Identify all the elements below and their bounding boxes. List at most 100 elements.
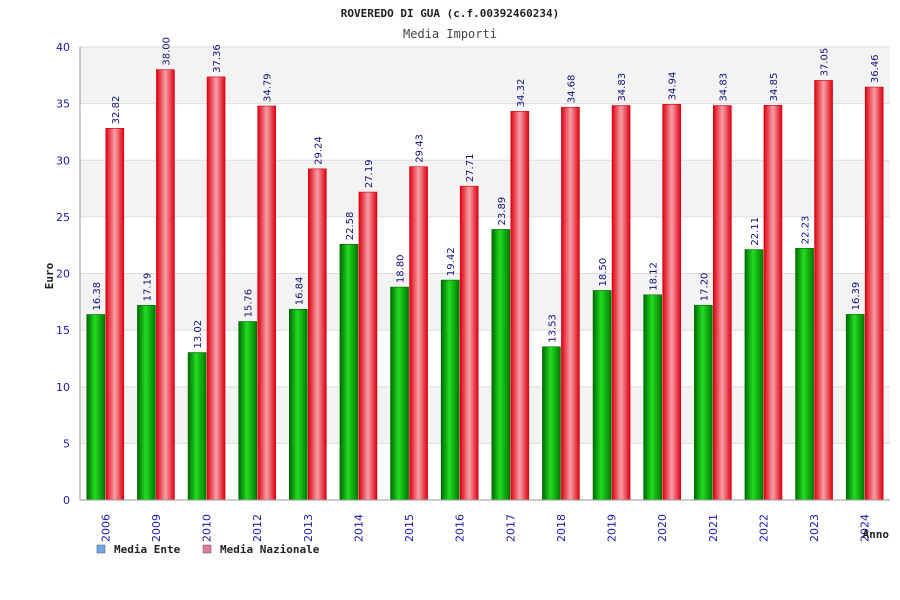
x-tick-label: 2018 (555, 514, 568, 542)
bar-media-nazionale (713, 105, 732, 501)
bar-media-ente (187, 352, 207, 501)
bar-value-label: 34.32 (516, 79, 527, 108)
bar-value-label: 18.80 (396, 254, 407, 283)
bar-media-nazionale (814, 80, 833, 501)
bar-media-ente (643, 294, 662, 501)
bar-value-label: 27.19 (364, 159, 375, 188)
x-tick-label: 2009 (150, 514, 163, 542)
bar-value-label: 23.89 (497, 197, 508, 226)
bar-media-nazionale (206, 76, 226, 501)
bar-media-nazionale (611, 105, 631, 501)
y-tick-label: 40 (56, 41, 70, 54)
bar-media-ente (744, 249, 764, 501)
bar-media-nazionale (257, 105, 276, 501)
y-tick-label: 10 (56, 381, 70, 394)
bar-value-label: 15.76 (244, 289, 255, 318)
bar-value-label: 18.12 (649, 262, 660, 291)
x-tick-label: 2014 (352, 514, 365, 542)
y-axis-ticks: 0 5 10 15 20 25 30 35 40 (56, 41, 70, 507)
bar-value-label: 16.84 (294, 277, 305, 306)
bar-value-label: 37.36 (212, 44, 223, 73)
bar-media-ente (390, 286, 409, 501)
bar-value-label: 34.68 (566, 75, 577, 104)
x-tick-label: 2010 (201, 514, 214, 542)
bar-media-ente (845, 314, 865, 501)
y-tick-label: 30 (56, 154, 70, 167)
bar-media-nazionale (409, 166, 428, 501)
bar-media-nazionale (308, 168, 327, 501)
x-tick-label: 2012 (251, 514, 264, 542)
x-tick-label: 2006 (99, 514, 112, 542)
bar-value-label: 34.83 (718, 73, 729, 102)
y-tick-label: 0 (63, 494, 70, 507)
x-tick-label: 2013 (302, 514, 315, 542)
bar-media-ente (694, 304, 713, 501)
bar-value-label: 16.38 (92, 282, 103, 311)
bar-media-nazionale (459, 185, 479, 501)
x-tick-label: 2024 (859, 514, 872, 542)
bar-media-nazionale (864, 86, 884, 501)
legend-label-media-ente: Media Ente (114, 543, 181, 556)
bar-media-nazionale (561, 106, 580, 501)
y-tick-label: 20 (56, 268, 70, 281)
bar-value-label: 17.20 (699, 273, 710, 302)
x-tick-label: 2020 (656, 514, 669, 542)
bar-value-label: 38.00 (161, 37, 172, 66)
x-tick-label: 2023 (808, 514, 821, 542)
chart-subtitle: Media Importi (403, 27, 497, 41)
y-tick-label: 25 (56, 211, 70, 224)
x-tick-label: 2019 (606, 514, 619, 542)
bars (86, 69, 884, 501)
bar-value-label: 34.79 (263, 73, 274, 102)
bar-value-label: 34.83 (617, 73, 628, 102)
bar-media-nazionale (662, 104, 681, 501)
x-axis-ticks: 2006 2009 2010 2012 2013 2014 2015 2016 2017 2018… (99, 514, 871, 542)
bar-value-label: 34.85 (769, 73, 780, 102)
x-tick-label: 2021 (707, 514, 720, 542)
y-axis-label: Euro (43, 262, 56, 289)
bar-media-nazionale (358, 191, 378, 501)
bar-media-ente (440, 279, 460, 501)
bar-value-label: 13.02 (193, 320, 204, 349)
bar-value-label: 36.46 (870, 54, 881, 83)
bar-value-label: 18.50 (598, 258, 609, 287)
x-tick-label: 2015 (403, 514, 416, 542)
bar-media-ente (238, 321, 257, 501)
y-tick-label: 35 (56, 98, 70, 111)
bar-value-label: 29.24 (313, 136, 324, 165)
x-tick-label: 2022 (757, 514, 770, 542)
y-tick-label: 5 (63, 437, 70, 450)
bar-value-label: 29.43 (415, 134, 426, 163)
legend: Media Ente Media Nazionale (96, 543, 320, 556)
legend-swatch-media-ente (96, 544, 106, 554)
bar-value-label: 19.42 (446, 247, 457, 276)
bar-value-labels: 16.38 32.82 17.19 38.00 13.02 37.36 15.76 34.79… (92, 37, 881, 349)
bar-media-nazionale (510, 111, 530, 501)
bar-value-label: 34.94 (668, 72, 679, 101)
legend-swatch-media-nazionale (202, 544, 212, 554)
bar-media-nazionale (763, 105, 783, 501)
x-tick-label: 2016 (454, 514, 467, 542)
bar-media-nazionale (156, 69, 175, 501)
bar-value-label: 37.05 (820, 48, 831, 77)
y-tick-label: 15 (56, 324, 70, 337)
legend-label-media-nazionale: Media Nazionale (220, 543, 320, 556)
bar-media-ente (137, 305, 156, 501)
chart-title: ROVEREDO DI GUA (c.f.00392460234) (341, 7, 560, 20)
bar-value-label: 17.19 (142, 273, 153, 302)
bar-value-label: 13.53 (547, 314, 558, 343)
x-axis-label: Anno (863, 528, 890, 541)
bar-media-ente (795, 247, 814, 501)
bar-value-label: 22.58 (345, 212, 356, 241)
bar-media-ente (339, 243, 359, 501)
bar-media-nazionale (105, 128, 125, 501)
bar-media-ente (491, 229, 511, 501)
bar-media-ente (542, 346, 561, 501)
bar-value-label: 27.71 (465, 154, 476, 183)
x-tick-label: 2017 (504, 514, 517, 542)
bar-media-ente (592, 290, 612, 501)
bar-value-label: 16.39 (851, 282, 862, 311)
bar-value-label: 22.23 (801, 216, 812, 245)
bar-value-label: 32.82 (111, 96, 122, 125)
